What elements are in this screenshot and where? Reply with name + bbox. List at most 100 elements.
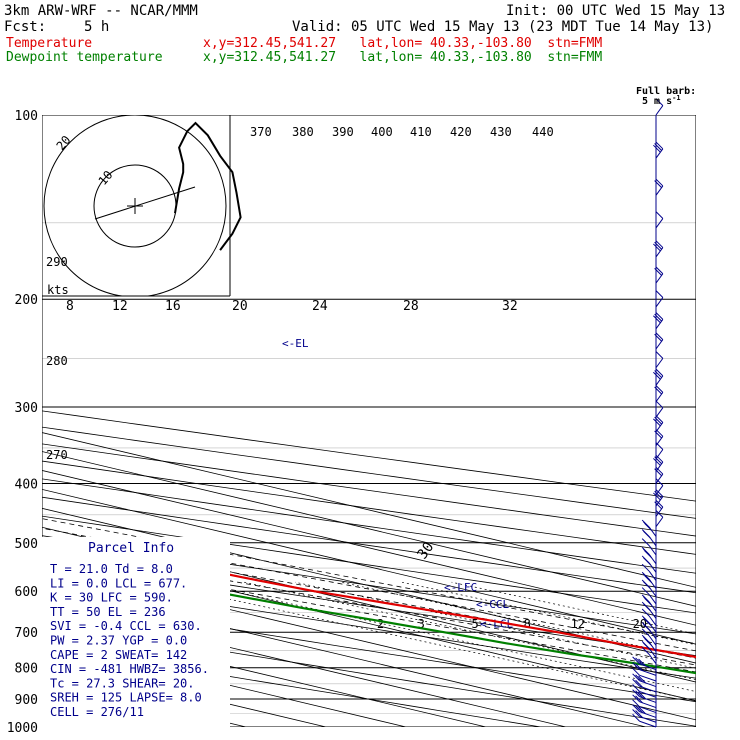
barb-legend-title: Full barb: (636, 86, 696, 97)
wind-barb (653, 415, 664, 433)
isotherm (0, 115, 6, 727)
wind-barb-feather (654, 490, 662, 499)
parcel-info-row: T = 21.0 Td = 8.0 (50, 562, 173, 576)
wind-barb-shaft (655, 407, 664, 418)
barb-legend-unit-exponent: -1 (672, 94, 680, 102)
wind-barb-feather (654, 241, 662, 250)
dry-adiabat (42, 598, 696, 703)
wind-barb (641, 647, 657, 665)
grid-layer (0, 115, 696, 727)
wind-barb-feather (653, 371, 661, 380)
theta-label: 390 (332, 125, 354, 139)
pressure-label-1000: 1000 (7, 721, 38, 736)
wind-barb-feather (655, 211, 664, 219)
wind-barb-feather (654, 468, 662, 477)
wind-barb-feather (632, 689, 640, 698)
wind-barb-feather (655, 442, 664, 450)
wind-barb-shaft (655, 297, 664, 308)
hodograph-trace (174, 121, 242, 251)
wind-barb-feather (654, 313, 662, 322)
wind-barb-shaft (648, 545, 657, 556)
wind-barb (632, 673, 657, 688)
moist-adiabat (42, 537, 696, 659)
wind-barb (641, 519, 657, 537)
wind-barb (653, 454, 664, 472)
barb-legend-unit: 5 m s-1 (642, 94, 681, 107)
wind-barb (654, 466, 664, 484)
theta-label: 400 (371, 125, 393, 139)
wind-barb-feather (653, 492, 661, 501)
wind-barb-shaft (648, 654, 657, 665)
hodograph-shear-vector (94, 186, 196, 220)
wind-barb-feather (655, 384, 664, 393)
wind-barb (655, 509, 664, 527)
wind-barb-feather (653, 315, 661, 324)
wind-barb-shaft (648, 570, 657, 581)
pressure-label-200: 200 (15, 293, 38, 308)
hodograph-ring-label-20: 20 (54, 133, 74, 153)
wind-barb (655, 98, 664, 116)
hodograph-axis-label: 28 (403, 299, 419, 314)
wind-barb-feather (635, 674, 643, 683)
dry-adiabat (42, 515, 696, 614)
wind-barb-feather (632, 656, 640, 665)
wind-barb (641, 529, 657, 547)
wind-barb (654, 266, 664, 284)
wind-barb-shaft (639, 720, 657, 728)
wind-barb (641, 571, 657, 589)
wind-barbs (632, 98, 664, 728)
wind-barb-feather (655, 478, 664, 486)
pressure-label-700: 700 (15, 626, 38, 641)
barb-legend-unit-text: 5 m s (642, 96, 672, 107)
isotherm (42, 526, 696, 683)
wind-barb-feather (644, 638, 652, 646)
wind-barb-shaft (655, 449, 664, 460)
wind-barb-feather (643, 642, 651, 651)
wind-barb (654, 332, 664, 350)
parcel-info-row: SVI = -0.4 CCL = 630. (50, 619, 202, 633)
theta-label: 380 (292, 125, 314, 139)
pressure-label-800: 800 (15, 662, 38, 677)
parcel-info-row: CIN = -481 HWBZ= 3856. (50, 662, 209, 676)
wind-barb-shaft (639, 691, 657, 698)
wind-barb-feather (635, 710, 643, 718)
parcel-info-row: LI = 0.0 LCL = 677. (50, 576, 187, 590)
wind-barb-feather (654, 268, 662, 276)
wind-barb-feather (632, 667, 640, 676)
hodograph: 10 20 (42, 115, 242, 297)
wind-barb-feather (632, 694, 640, 703)
wind-barb-feather (655, 489, 664, 497)
wind-barb (641, 622, 657, 640)
wind-barb-feather (641, 587, 650, 595)
hodograph-axis-label: 24 (312, 299, 328, 314)
wind-barb (641, 555, 657, 573)
wind-barb-shaft (648, 615, 657, 626)
wind-barb (641, 579, 657, 597)
isotherm-label: 30 (415, 539, 438, 562)
wind-barb-feather (641, 538, 650, 546)
pressure-label-900: 900 (15, 693, 38, 708)
wind-barb-feather (655, 240, 664, 248)
wind-barb (653, 489, 664, 507)
wind-barb-feather (632, 709, 640, 717)
parcel-info-row: SREH = 125 LAPSE= 8.0 (50, 691, 202, 705)
wind-barb-feather (655, 499, 664, 508)
theta-label: 420 (450, 125, 472, 139)
parcel-info-row: Tc = 27.3 SHEAR= 20. (50, 676, 195, 690)
wind-barb-feather (635, 690, 643, 699)
wind-barb-feather (655, 178, 664, 187)
mixing-ratio-label: 5 (472, 617, 479, 631)
wind-barb-feather (654, 416, 662, 425)
wind-barb (641, 601, 657, 619)
parcel-info-rows: T = 21.0 Td = 8.0LI = 0.0 LCL = 677.K = … (50, 562, 209, 719)
dry-adiabat-label: 280 (46, 354, 68, 368)
wind-barb-feather (655, 266, 664, 275)
wind-barb (641, 563, 657, 581)
wind-barb (653, 368, 664, 386)
wind-barb-shaft (655, 105, 664, 116)
wind-barb-feather (655, 351, 664, 359)
wind-barb-feather (638, 691, 646, 700)
wind-barb-feather (653, 144, 661, 153)
